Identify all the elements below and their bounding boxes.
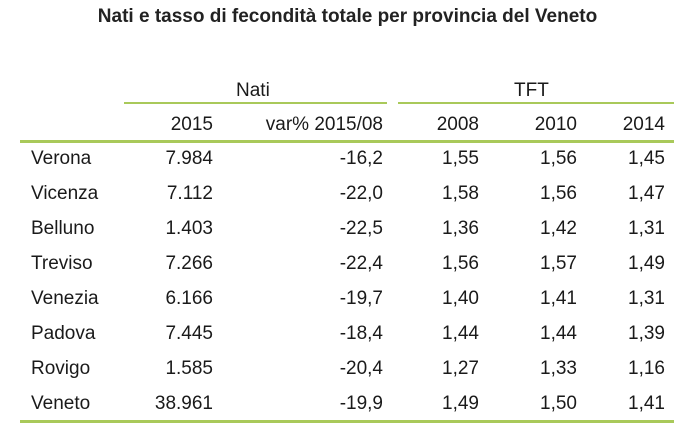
cell-n2015: 38.961	[154, 393, 213, 414]
col-header-2014: 2014	[622, 114, 665, 135]
cell-y2014: 1,39	[628, 323, 665, 344]
province-name: Venezia	[31, 288, 99, 309]
group-header-tft: TFT	[514, 80, 549, 101]
cell-y2010: 1,42	[540, 218, 577, 239]
cell-n2015: 6.166	[165, 288, 213, 309]
cell-y2008: 1,36	[442, 218, 479, 239]
cell-y2010: 1,33	[540, 358, 577, 379]
cell-var: -20,4	[339, 358, 383, 379]
table-row: Belluno 1.403 -22,5 1,36 1,42 1,31	[0, 212, 695, 246]
cell-y2010: 1,44	[540, 323, 577, 344]
table-row: Vicenza 7.112 -22,0 1,58 1,56 1,47	[0, 177, 695, 211]
table-row: Treviso 7.266 -22,4 1,56 1,57 1,49	[0, 247, 695, 281]
col-header-2010: 2010	[534, 114, 577, 135]
cell-y2014: 1,16	[628, 358, 665, 379]
col-header-2008: 2008	[436, 114, 479, 135]
cell-y2014: 1,31	[628, 288, 665, 309]
cell-y2010: 1,56	[540, 148, 577, 169]
cell-n2015: 1.403	[165, 218, 213, 239]
cell-y2008: 1,27	[442, 358, 479, 379]
tft-group-rule	[398, 102, 674, 104]
province-name: Treviso	[31, 253, 93, 274]
cell-y2014: 1,45	[628, 148, 665, 169]
province-name: Veneto	[31, 393, 91, 414]
cell-y2008: 1,55	[442, 148, 479, 169]
cell-y2010: 1,57	[540, 253, 577, 274]
cell-y2014: 1,41	[628, 393, 665, 414]
cell-var: -22,0	[339, 183, 383, 204]
cell-n2015: 7.984	[165, 148, 213, 169]
province-name: Padova	[31, 323, 96, 344]
table-row: Padova 7.445 -18,4 1,44 1,44 1,39	[0, 317, 695, 351]
province-name: Belluno	[31, 218, 95, 239]
cell-n2015: 1.585	[165, 358, 213, 379]
table-row: Veneto 38.961 -19,9 1,49 1,50 1,41	[0, 387, 695, 421]
cell-var: -19,9	[339, 393, 383, 414]
cell-y2008: 1,40	[442, 288, 479, 309]
cell-var: -19,7	[339, 288, 383, 309]
cell-y2014: 1,49	[628, 253, 665, 274]
cell-n2015: 7.266	[165, 253, 213, 274]
cell-y2010: 1,56	[540, 183, 577, 204]
table-row: Venezia 6.166 -19,7 1,40 1,41 1,31	[0, 282, 695, 316]
cell-n2015: 7.112	[166, 183, 213, 204]
cell-y2008: 1,56	[442, 253, 479, 274]
cell-var: -22,5	[339, 218, 383, 239]
col-header-2015: 2015	[170, 114, 213, 135]
province-name: Rovigo	[31, 358, 91, 379]
table-row: Verona 7.984 -16,2 1,55 1,56 1,45	[0, 142, 695, 176]
header-rule	[20, 140, 674, 143]
cell-var: -18,4	[339, 323, 383, 344]
group-header-nati: Nati	[236, 80, 270, 101]
cell-y2008: 1,49	[442, 393, 479, 414]
cell-var: -16,2	[339, 148, 383, 169]
cell-y2008: 1,44	[442, 323, 479, 344]
province-name: Vicenza	[31, 183, 99, 204]
cell-y2014: 1,47	[628, 183, 665, 204]
nati-group-rule	[124, 102, 387, 104]
table-row: Rovigo 1.585 -20,4 1,27 1,33 1,16	[0, 352, 695, 386]
table-title: Nati e tasso di fecondità totale per pro…	[97, 6, 598, 27]
col-header-var: var% 2015/08	[265, 114, 383, 135]
cell-y2014: 1,31	[628, 218, 665, 239]
cell-var: -22,4	[339, 253, 383, 274]
bottom-rule	[20, 420, 674, 423]
cell-y2010: 1,50	[540, 393, 577, 414]
cell-y2010: 1,41	[540, 288, 577, 309]
cell-y2008: 1,58	[442, 183, 479, 204]
province-name: Verona	[31, 148, 92, 169]
cell-n2015: 7.445	[165, 323, 213, 344]
